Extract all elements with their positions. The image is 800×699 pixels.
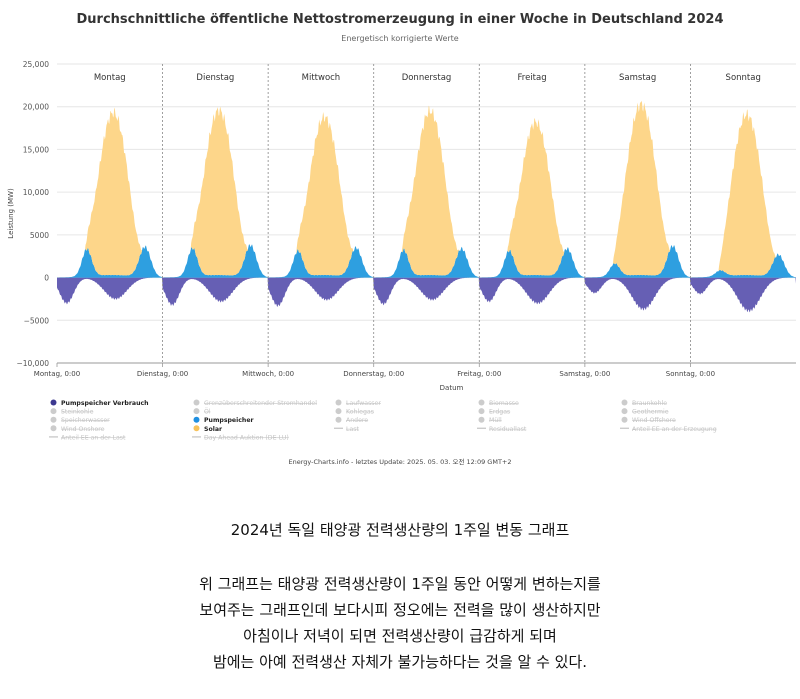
legend-item[interactable]: Speicherwasser (61, 417, 110, 424)
legend-marker (193, 425, 200, 432)
chart-container: Durchschnittliche öffentliche Nettostrom… (7, 12, 796, 466)
x-axis-label: Datum (440, 384, 464, 392)
series-area-pumpspeicher-verbrauch (57, 277, 796, 313)
x-tick-label: Sonntag, 0:00 (666, 370, 715, 378)
x-tick-label: Dienstag, 0:00 (137, 370, 188, 378)
legend-marker (50, 399, 57, 406)
legend-item[interactable]: Anteil EE an der Erzeugung (632, 426, 717, 433)
legend-item[interactable]: Geothermie (632, 409, 669, 416)
chart-title: Durchschnittliche öffentliche Nettostrom… (77, 12, 724, 27)
chart-subtitle: Energetisch korrigierte Werte (341, 34, 459, 43)
chart-svg: Durchschnittliche öffentliche Nettostrom… (7, 12, 796, 466)
legend-item[interactable]: Kohlegas (346, 409, 374, 416)
legend-marker (621, 399, 628, 406)
caption-line: 아침이나 저녁이 되면 전력생산량이 급감하게 되며 (243, 627, 557, 645)
legend-item[interactable]: Grenzüberschreitender Stromhandel (204, 400, 317, 407)
legend-item[interactable]: Müll (489, 417, 502, 424)
legend-item[interactable]: Braunkohle (632, 400, 667, 407)
x-tick-label: Mittwoch, 0:00 (242, 370, 294, 378)
caption-title: 2024년 독일 태양광 전력생산량의 1주일 변동 그래프 (230, 521, 570, 539)
legend-marker (335, 399, 342, 406)
y-tick-label: −10,000 (16, 359, 49, 368)
legend-item[interactable]: Andere (346, 417, 368, 424)
x-tick-label: Freitag, 0:00 (457, 370, 501, 378)
legend-item[interactable]: Last (346, 426, 359, 433)
day-label: Mittwoch (302, 73, 341, 83)
legend-item[interactable]: Residuallast (489, 426, 527, 433)
series-area-solar (57, 100, 796, 278)
legend-marker (621, 408, 628, 415)
y-tick-label: 0 (44, 274, 49, 283)
legend-marker (335, 408, 342, 415)
y-tick-label: 5000 (30, 231, 49, 240)
legend-marker (50, 408, 57, 415)
legend-item[interactable]: Anteil EE an der Last (61, 434, 126, 441)
legend-item[interactable]: Solar (204, 426, 223, 433)
legend-item[interactable]: Wind Offshore (632, 417, 676, 424)
y-axis-label: Leistung (MW) (7, 188, 15, 239)
caption-line: 보여주는 그래프인데 보다시피 정오에는 전력을 많이 생산하지만 (199, 601, 601, 619)
day-label: Dienstag (196, 73, 234, 83)
y-tick-label: 15,000 (23, 145, 49, 154)
legend-item[interactable]: Steinkohle (61, 409, 94, 416)
x-tick-label: Samstag, 0:00 (559, 370, 610, 378)
legend-marker (193, 416, 200, 423)
legend-item[interactable]: Wind Onshore (61, 426, 105, 433)
legend-item[interactable]: Pumpspeicher Verbrauch (61, 400, 149, 407)
day-label: Freitag (518, 73, 547, 83)
x-tick-label: Montag, 0:00 (34, 370, 80, 378)
legend-item[interactable]: Biomasse (489, 400, 519, 407)
y-tick-label: 10,000 (23, 188, 49, 197)
day-label: Donnerstag (402, 73, 452, 83)
legend-item[interactable]: Erdgas (489, 409, 510, 416)
y-tick-label: −5000 (24, 316, 50, 325)
legend-marker (478, 408, 485, 415)
legend-item[interactable]: Öl (204, 407, 211, 416)
credit-text: Energy-Charts.info - letztes Update: 202… (288, 457, 511, 466)
legend-item[interactable]: Day Ahead Auktion (DE-LU) (204, 434, 289, 441)
x-tick-label: Donnerstag, 0:00 (343, 370, 404, 378)
y-tick-label: 25,000 (23, 60, 49, 69)
day-label: Sonntag (726, 73, 761, 83)
legend-marker (335, 416, 342, 423)
legend-item[interactable]: Laufwasser (346, 400, 381, 407)
caption-line: 밤에는 아예 전력생산 자체가 불가능하다는 것을 알 수 있다. (212, 653, 588, 671)
y-tick-label: 20,000 (23, 103, 49, 112)
legend-marker (50, 425, 57, 432)
day-label: Montag (94, 73, 126, 83)
legend-marker (193, 399, 200, 406)
legend-item[interactable]: Pumpspeicher (204, 417, 255, 424)
legend-marker (478, 416, 485, 423)
legend-marker (478, 399, 485, 406)
legend-marker (621, 416, 628, 423)
caption-line: 위 그래프는 태양광 전력생산량이 1주일 동안 어떻게 변하는지를 (199, 575, 601, 593)
legend-marker (193, 408, 200, 415)
series-area-pumpspeicher (57, 244, 796, 278)
legend-marker (50, 416, 57, 423)
day-label: Samstag (619, 73, 656, 83)
